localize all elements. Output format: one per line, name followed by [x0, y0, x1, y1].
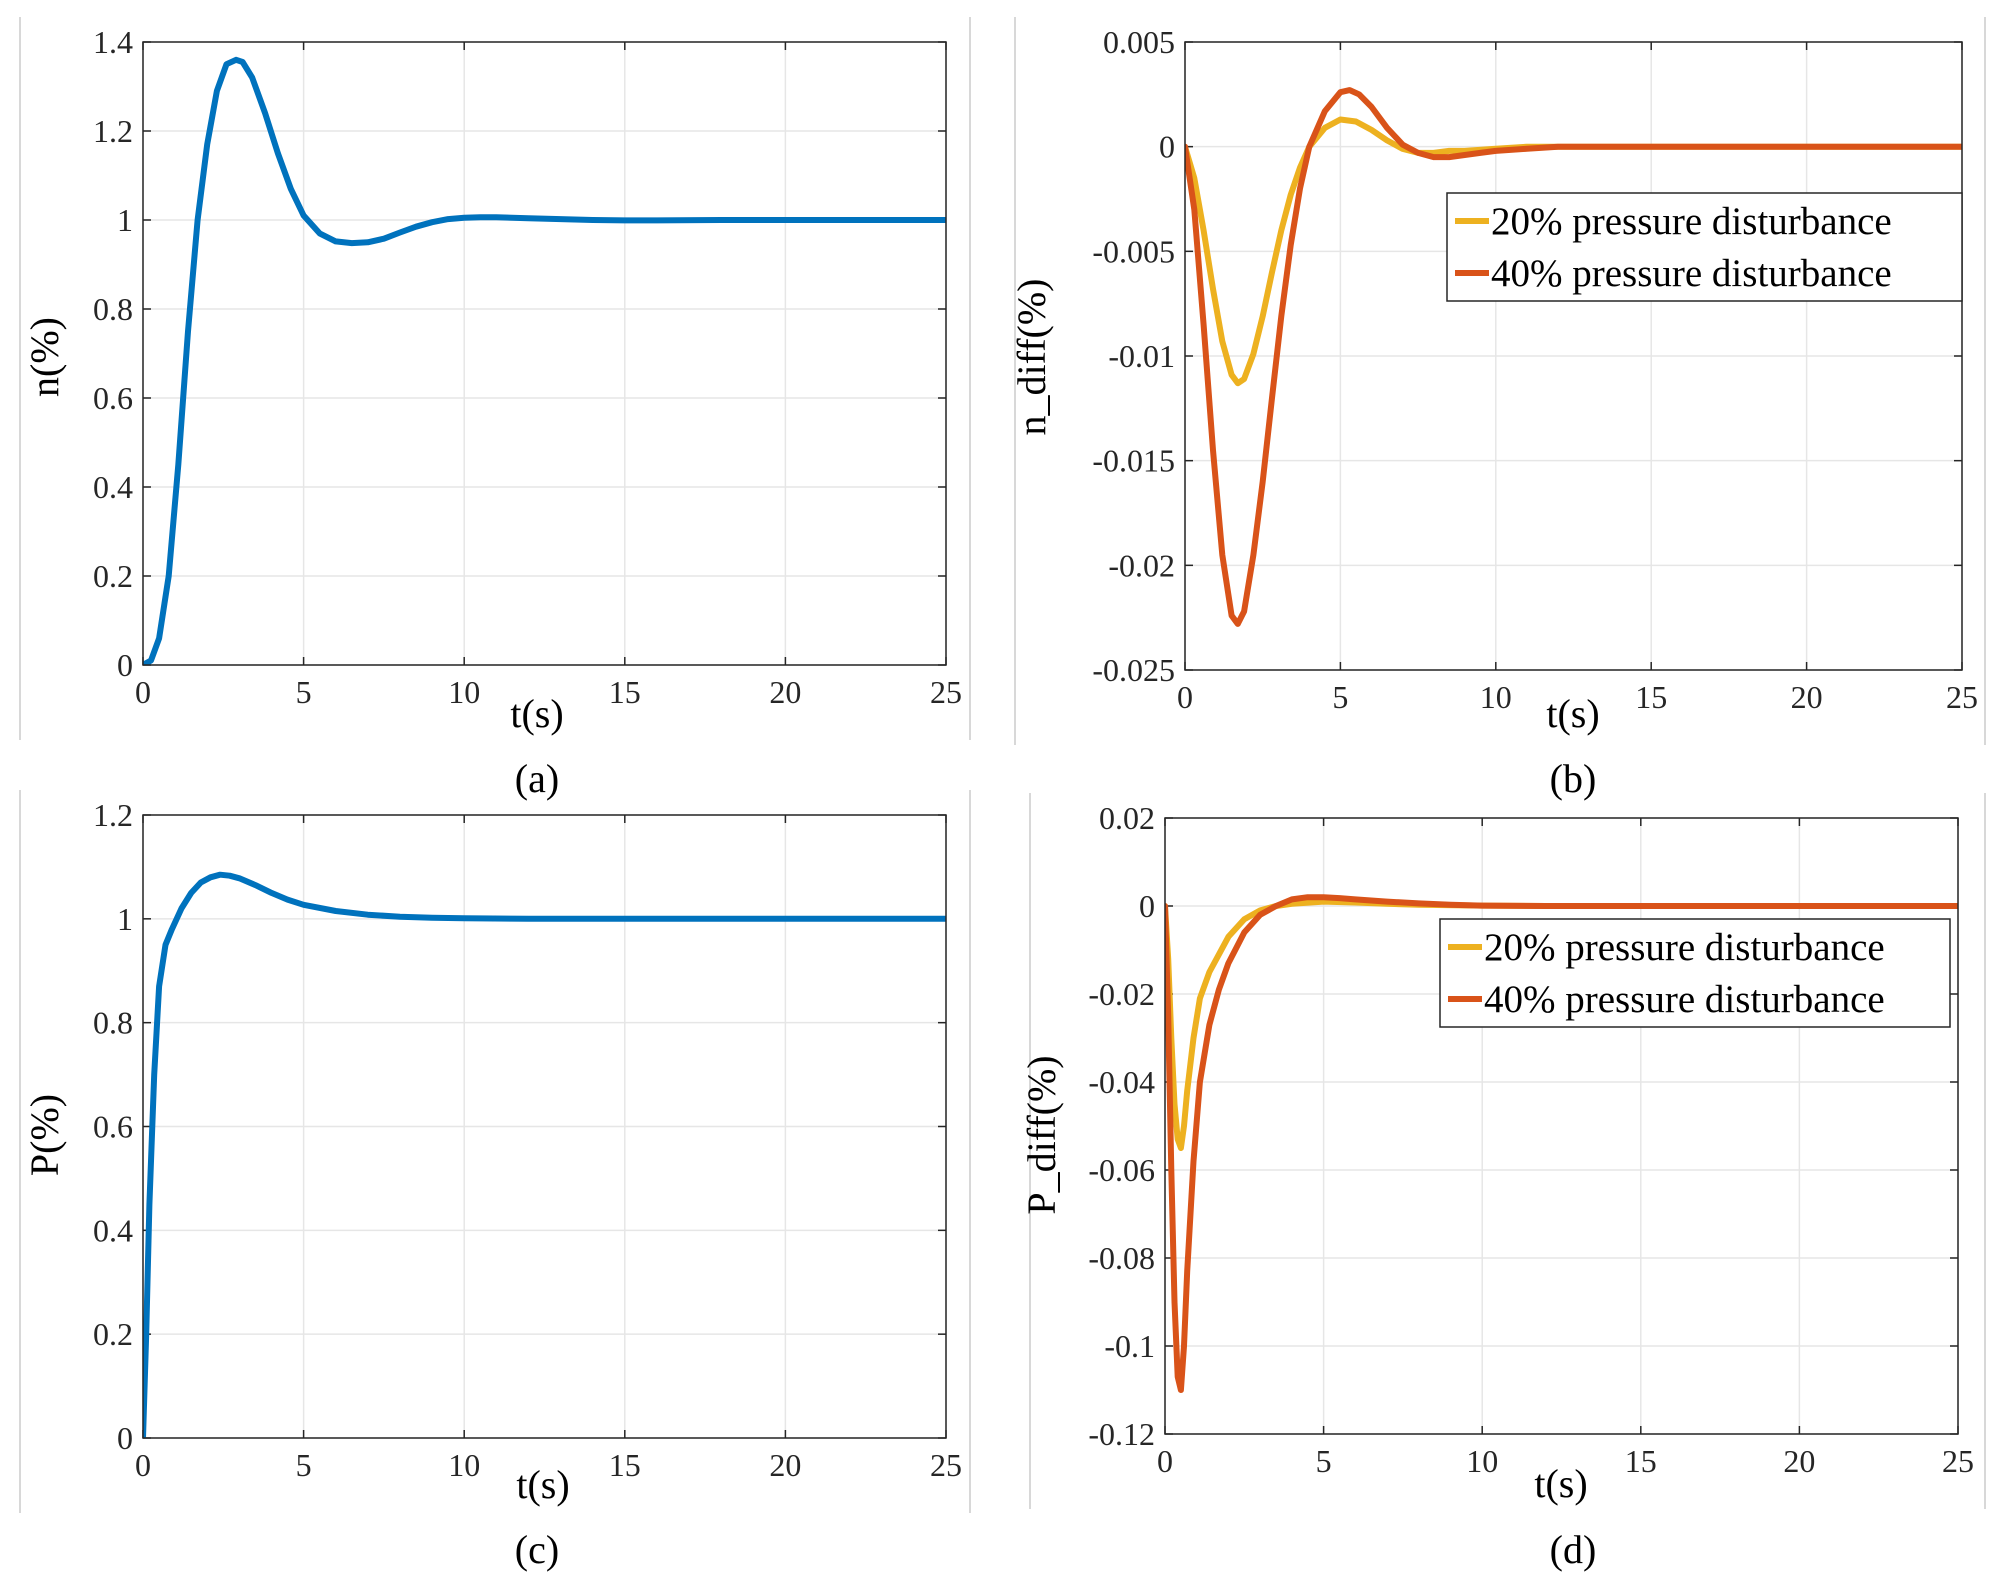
y-tick-label: -0.12: [1088, 1416, 1155, 1452]
y-tick-label: -0.005: [1092, 233, 1175, 269]
y-tick-label: 0: [117, 1420, 133, 1456]
y-tick-label: -0.08: [1088, 1240, 1155, 1276]
x-axis-label: t(s): [1534, 1461, 1587, 1506]
panel-caption: (b): [1550, 756, 1597, 801]
x-tick-label: 25: [1946, 679, 1978, 715]
x-tick-label: 25: [930, 1447, 962, 1483]
y-tick-label: 1.2: [93, 113, 133, 149]
y-tick-label: 0.2: [93, 1316, 133, 1352]
y-tick-label: 0.4: [93, 469, 133, 505]
y-tick-label: 0.6: [93, 380, 133, 416]
panel-caption: (d): [1550, 1527, 1597, 1572]
x-tick-label: 0: [135, 674, 151, 710]
x-tick-label: 0: [1177, 679, 1193, 715]
x-tick-label: 0: [135, 1447, 151, 1483]
x-tick-label: 10: [448, 674, 480, 710]
legend-entry-label: 40% pressure disturbance: [1491, 252, 1892, 295]
series-line-2: [1185, 87, 1962, 627]
y-tick-label: -0.015: [1092, 443, 1175, 479]
y-tick-label: -0.06: [1088, 1152, 1155, 1188]
legend-box: [1439, 918, 1951, 1028]
x-axis-label: t(s): [1546, 691, 1599, 736]
y-axis-label: P_diff(%): [1019, 1055, 1064, 1214]
y-tick-label: 0: [117, 647, 133, 683]
x-tick-label: 10: [1466, 1443, 1498, 1479]
series-line-1: [143, 871, 946, 1438]
axes-box: [1164, 817, 1959, 1435]
y-tick-label: -0.04: [1088, 1064, 1155, 1100]
series-line-2: [1165, 894, 1958, 1393]
x-tick-label: 0: [1157, 1443, 1173, 1479]
x-tick-label: 5: [1332, 679, 1348, 715]
panel-d: 0 5 10 15 20 25 -0.12 -0.1 -0.08 -0.06 -0.04 -0.02 0…: [1019, 793, 1986, 1572]
panel-b: 0 5 10 15 20 25 -0.025 -0.02 -0.015 -0.01 -0.005 0 0…: [1009, 17, 1986, 801]
y-tick-label: 0.6: [93, 1109, 133, 1145]
y-tick-label: -0.02: [1088, 976, 1155, 1012]
legend-entry-label: 20% pressure disturbance: [1491, 200, 1892, 243]
x-axis-label: t(s): [510, 691, 563, 736]
panel-caption: (a): [515, 756, 559, 801]
y-tick-label: 0.005: [1103, 24, 1175, 60]
y-tick-label: -0.025: [1092, 652, 1175, 688]
panel-a: 0 5 10 15 20 25 0 0.2 0.4 0.6 0.8 1 1.2 1.4 t(s) n(%) (a…: [19, 17, 971, 801]
x-tick-label: 25: [1942, 1443, 1974, 1479]
panel-caption: (c): [515, 1527, 559, 1572]
y-tick-label: 0.4: [93, 1212, 133, 1248]
y-tick-label: -0.1: [1104, 1328, 1155, 1364]
x-tick-label: 20: [1791, 679, 1823, 715]
legend-entry-label: 40% pressure disturbance: [1484, 978, 1885, 1021]
y-tick-label: 0.02: [1099, 800, 1155, 836]
x-tick-label: 10: [1480, 679, 1512, 715]
x-tick-label: 20: [769, 674, 801, 710]
y-tick-label: 1.2: [93, 797, 133, 833]
x-tick-label: 15: [1635, 679, 1667, 715]
y-tick-label: -0.02: [1108, 547, 1175, 583]
y-tick-label: 0.8: [93, 291, 133, 327]
y-tick-label: 0.2: [93, 558, 133, 594]
legend: 20% pressure disturbance 40% pressure dis…: [1446, 192, 1963, 302]
x-tick-label: 20: [769, 1447, 801, 1483]
y-tick-label: 1: [117, 901, 133, 937]
y-tick-label: 1.4: [93, 24, 133, 60]
plot-area: [143, 42, 946, 665]
axes-box: [142, 41, 947, 666]
legend-entry-label: 20% pressure disturbance: [1484, 926, 1885, 969]
x-tick-label: 5: [296, 1447, 312, 1483]
legend: 20% pressure disturbance 40% pressure dis…: [1439, 918, 1951, 1028]
y-tick-label: 0: [1139, 888, 1155, 924]
y-tick-label: 0.8: [93, 1005, 133, 1041]
axes-box: [142, 814, 947, 1439]
y-tick-label: -0.01: [1108, 338, 1175, 374]
x-tick-label: 20: [1783, 1443, 1815, 1479]
axes-box: [1184, 41, 1963, 671]
x-tick-label: 5: [1316, 1443, 1332, 1479]
x-tick-label: 25: [930, 674, 962, 710]
y-tick-label: 0: [1159, 129, 1175, 165]
y-tick-label: 1: [117, 202, 133, 238]
x-axis-label: t(s): [516, 1462, 569, 1507]
x-tick-label: 15: [609, 1447, 641, 1483]
panel-c: 0 5 10 15 20 25 0 0.2 0.4 0.6 0.8 1 1.2 t(s) P(%) (c): [19, 790, 971, 1572]
x-tick-label: 5: [296, 674, 312, 710]
x-tick-label: 15: [609, 674, 641, 710]
x-tick-label: 15: [1625, 1443, 1657, 1479]
y-axis-label: n_diff(%): [1009, 279, 1054, 436]
series-line-1: [143, 56, 946, 665]
y-axis-label: n(%): [22, 317, 67, 397]
legend-box: [1446, 192, 1963, 302]
plot-area: [1165, 818, 1958, 1434]
x-tick-label: 10: [448, 1447, 480, 1483]
y-axis-label: P(%): [22, 1094, 67, 1176]
